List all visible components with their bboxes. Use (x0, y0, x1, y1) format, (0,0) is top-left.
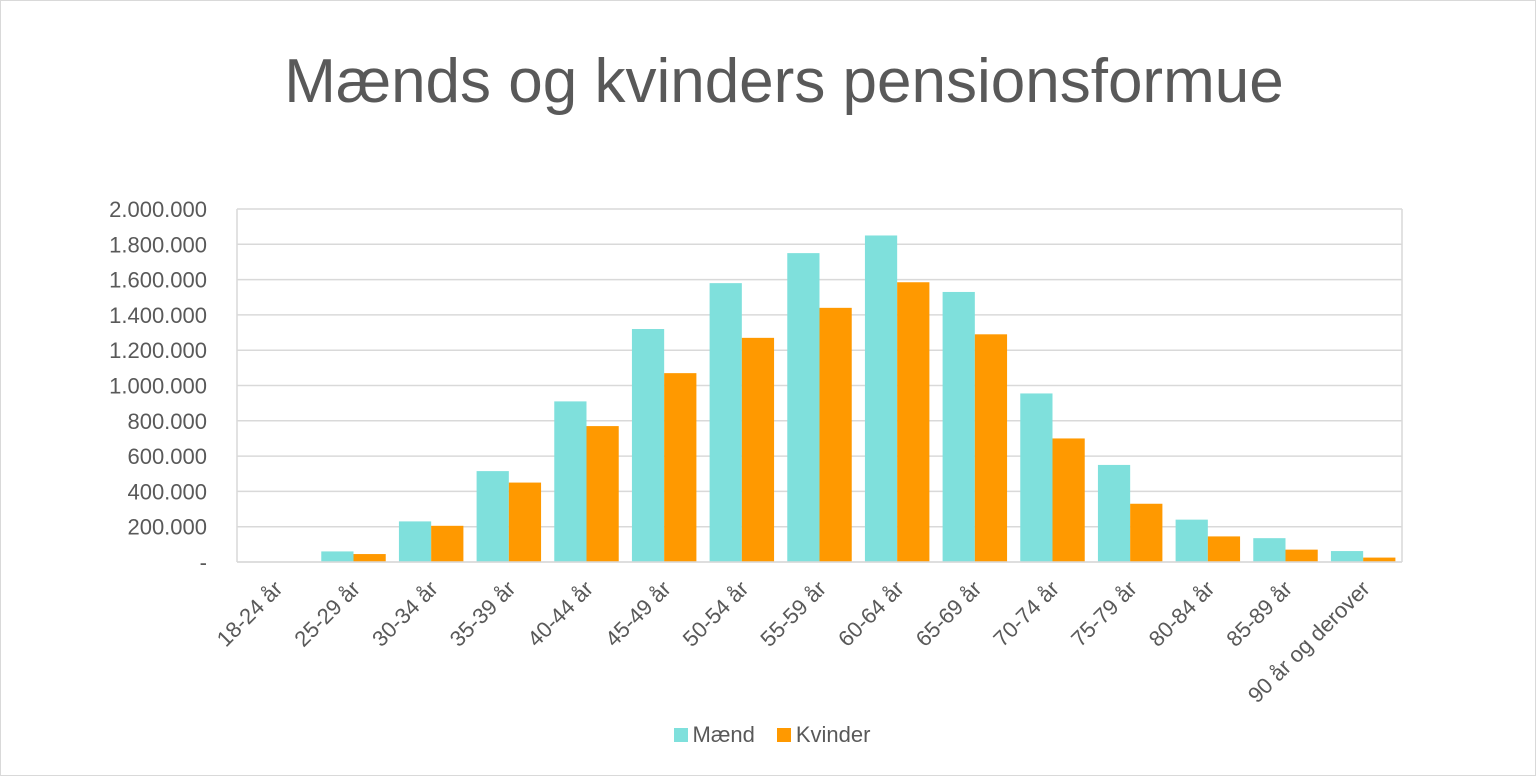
x-tick-label: 80-84 år (1144, 576, 1220, 652)
x-tick-label: 40-44 år (522, 576, 598, 652)
bar-kvinder (819, 307, 852, 562)
bar-maend (321, 551, 354, 562)
bar-maend (398, 521, 432, 562)
bar-maend (1253, 538, 1286, 562)
x-tick-label: 60-64 år (833, 576, 909, 652)
x-tick-label: 65-69 år (911, 576, 987, 652)
bar-maend (1175, 519, 1208, 562)
x-tick-label: 50-54 år (678, 576, 754, 652)
y-tick-label: 400.000 (127, 479, 207, 504)
y-tick-label: 2.000.000 (109, 197, 207, 222)
legend-label-maend: Mænd (692, 722, 755, 747)
x-tick-label: 18-24 år (212, 576, 288, 652)
y-axis-tick-labels: - 200.000 400.000 600.000 800.000 1.000.000 1.… (109, 197, 207, 575)
y-tick-label: 1.200.000 (109, 338, 207, 363)
bar-maend (476, 471, 509, 562)
bar-maend (864, 235, 898, 562)
y-tick-label: - (200, 550, 207, 575)
bar-maend (1097, 464, 1131, 562)
bar-maend (631, 329, 665, 562)
x-tick-label: 35-39 år (445, 576, 521, 652)
chart-title: Mænds og kvinders pensionsformue (284, 47, 1284, 116)
legend-swatch-kvinder (776, 728, 791, 742)
x-tick-label: 85-89 år (1221, 576, 1297, 652)
bar-maend (709, 283, 742, 562)
y-tick-label: 1.600.000 (109, 268, 207, 293)
y-tick-label: 200.000 (127, 515, 207, 540)
bar-kvinder (508, 482, 542, 562)
bar-kvinder (664, 373, 697, 562)
bar-kvinder (741, 337, 775, 562)
bar-kvinder (431, 525, 464, 562)
bar-kvinder (897, 282, 930, 562)
bar-kvinder (1207, 536, 1241, 562)
bar-kvinder (1363, 557, 1396, 562)
y-tick-label: 600.000 (127, 444, 207, 469)
bar-kvinder (974, 334, 1008, 562)
x-tick-label: 45-49 år (600, 576, 676, 652)
x-tick-label: 25-29 år (289, 576, 365, 652)
legend: Mænd Kvinder (0, 722, 1536, 748)
y-tick-label: 800.000 (127, 409, 207, 434)
bars (237, 235, 1402, 563)
x-tick-label: 70-74 år (988, 576, 1064, 652)
legend-item-kvinder: Kvinder (776, 722, 871, 748)
y-tick-label: 1.000.000 (109, 374, 207, 399)
bar-maend (1330, 551, 1364, 562)
legend-item-maend: Mænd (673, 722, 755, 748)
x-tick-label: 55-59 år (755, 576, 831, 652)
legend-swatch-maend (673, 728, 688, 742)
x-tick-label: 30-34 år (367, 576, 443, 652)
y-tick-label: 1.400.000 (109, 303, 207, 328)
y-tick-label: 1.800.000 (109, 232, 207, 257)
x-tick-label: 75-79 år (1066, 576, 1142, 652)
bar-kvinder (1130, 503, 1163, 562)
bar-kvinder (1052, 438, 1085, 562)
bar-maend (787, 253, 820, 562)
bar-maend (942, 291, 975, 562)
bar-kvinder (586, 426, 619, 562)
bar-kvinder (1285, 549, 1318, 562)
legend-label-kvinder: Kvinder (795, 722, 871, 747)
bar-maend (554, 401, 587, 562)
bar-maend (1020, 393, 1053, 562)
x-axis-tick-labels: 18-24 år 25-29 år 30-34 år 35-39 år 40-44 år… (212, 576, 1375, 708)
bar-kvinder (353, 554, 386, 562)
